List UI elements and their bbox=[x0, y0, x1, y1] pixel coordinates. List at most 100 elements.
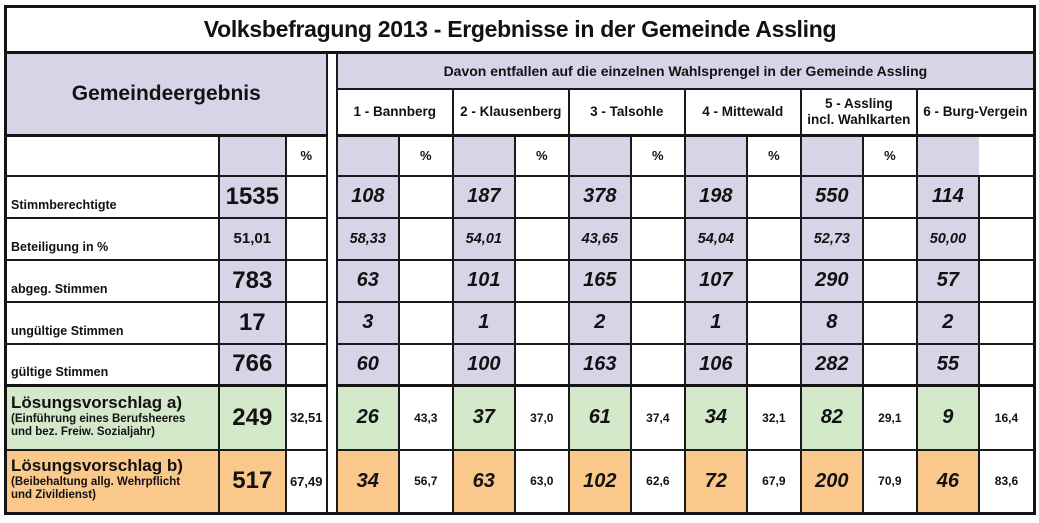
gemeinde-value-cell: 783 bbox=[217, 258, 287, 303]
district-value-cell: 34 bbox=[335, 448, 400, 512]
district-pct-cell bbox=[629, 258, 686, 303]
district-pct-cell bbox=[397, 342, 454, 387]
district-value-cell: 200 bbox=[799, 448, 864, 512]
district-pct-cell bbox=[977, 300, 1033, 345]
table-row: Beteiligung in % 51,01 58,33 54,01 43,65… bbox=[7, 216, 1033, 261]
value-column-header bbox=[799, 134, 864, 177]
district-value-cell: 50,00 bbox=[915, 216, 980, 261]
gemeinde-pct-cell bbox=[284, 216, 328, 261]
district-value-cell: 550 bbox=[799, 174, 864, 219]
district-value-cell: 290 bbox=[799, 258, 864, 303]
district-value-cell: 2 bbox=[915, 300, 980, 345]
district-value-cell: 9 bbox=[915, 384, 980, 451]
percent-header: % bbox=[861, 134, 918, 177]
district-header-assling: 5 - Assling incl. Wahlkarten bbox=[799, 88, 918, 137]
district-pct-cell bbox=[513, 174, 570, 219]
district-value-cell: 82 bbox=[799, 384, 864, 451]
district-pct-cell: 32,1 bbox=[745, 384, 802, 451]
district-pct-cell bbox=[397, 300, 454, 345]
option-b-title: Lösungsvorschlag b) bbox=[11, 456, 183, 476]
district-pct-cell bbox=[397, 258, 454, 303]
district-header-klausenberg: 2 - Klausenberg bbox=[451, 88, 570, 137]
district-pct-cell: 29,1 bbox=[861, 384, 918, 451]
district-pct-cell bbox=[861, 258, 918, 303]
gemeinde-pct-cell bbox=[284, 258, 328, 303]
percent-header: % bbox=[629, 134, 686, 177]
page-title: Volksbefragung 2013 - Ergebnisse in der … bbox=[7, 8, 1033, 54]
district-value-cell: 378 bbox=[567, 174, 632, 219]
district-value-cell: 102 bbox=[567, 448, 632, 512]
district-pct-cell: 62,6 bbox=[629, 448, 686, 512]
district-pct-cell bbox=[513, 300, 570, 345]
table-row: gültige Stimmen 766 60 100 163 106 282 5… bbox=[7, 342, 1033, 387]
district-pct-cell bbox=[745, 342, 802, 387]
district-value-cell: 61 bbox=[567, 384, 632, 451]
district-value-cell: 57 bbox=[915, 258, 980, 303]
gemeinde-value-cell: 249 bbox=[217, 384, 287, 451]
table-row-option-a: Lösungsvorschlag a) (Einführung eines Be… bbox=[7, 384, 1033, 451]
district-value-cell: 187 bbox=[451, 174, 516, 219]
district-pct-cell bbox=[861, 300, 918, 345]
district-value-cell: 63 bbox=[451, 448, 516, 512]
results-table: Volksbefragung 2013 - Ergebnisse in der … bbox=[7, 8, 1033, 512]
district-header-mittewald: 4 - Mittewald bbox=[683, 88, 802, 137]
value-column-header bbox=[683, 134, 748, 177]
district-pct-cell bbox=[977, 216, 1033, 261]
gemeinde-value-cell: 517 bbox=[217, 448, 287, 512]
gemeinde-value-cell: 51,01 bbox=[217, 216, 287, 261]
district-pct-cell: 16,4 bbox=[977, 384, 1033, 451]
district-pct-cell bbox=[629, 174, 686, 219]
percent-header: % bbox=[284, 134, 328, 177]
results-table-frame: Volksbefragung 2013 - Ergebnisse in der … bbox=[4, 5, 1036, 515]
district-pct-cell bbox=[977, 174, 1033, 219]
district-value-cell: 106 bbox=[683, 342, 748, 387]
district-value-cell: 165 bbox=[567, 258, 632, 303]
district-pct-cell bbox=[745, 300, 802, 345]
district-pct-cell bbox=[513, 342, 570, 387]
table-row-option-b: Lösungsvorschlag b) (Beibehaltung allg. … bbox=[7, 448, 1033, 512]
district-value-cell: 114 bbox=[915, 174, 980, 219]
row-label: Stimmberechtigte bbox=[7, 174, 220, 219]
district-value-cell: 3 bbox=[335, 300, 400, 345]
district-pct-cell bbox=[629, 300, 686, 345]
district-pct-cell bbox=[745, 216, 802, 261]
district-value-cell: 37 bbox=[451, 384, 516, 451]
district-pct-cell bbox=[513, 216, 570, 261]
district-value-cell: 54,01 bbox=[451, 216, 516, 261]
district-value-cell: 1 bbox=[683, 300, 748, 345]
district-pct-cell bbox=[977, 342, 1033, 387]
district-pct-cell bbox=[629, 342, 686, 387]
district-value-cell: 63 bbox=[335, 258, 400, 303]
district-value-cell: 163 bbox=[567, 342, 632, 387]
gemeinde-pct-cell bbox=[284, 300, 328, 345]
district-value-cell: 101 bbox=[451, 258, 516, 303]
district-pct-cell bbox=[397, 216, 454, 261]
district-value-cell: 1 bbox=[451, 300, 516, 345]
district-pct-cell: 37,0 bbox=[513, 384, 570, 451]
district-value-cell: 54,04 bbox=[683, 216, 748, 261]
district-value-cell: 60 bbox=[335, 342, 400, 387]
row-label: Beteiligung in % bbox=[7, 216, 220, 261]
district-header-burg-vergein: 6 - Burg-Vergein bbox=[915, 88, 1033, 137]
district-pct-cell bbox=[397, 174, 454, 219]
wahlsprengel-header: Davon entfallen auf die einzelnen Wahlsp… bbox=[335, 51, 1033, 90]
gemeinde-pct-cell: 67,49 bbox=[284, 448, 328, 512]
percent-header: % bbox=[397, 134, 454, 177]
percent-header: % bbox=[513, 134, 570, 177]
gemeinde-value-cell: 1535 bbox=[217, 174, 287, 219]
value-column-header bbox=[567, 134, 632, 177]
option-a-label: Lösungsvorschlag a) (Einführung eines Be… bbox=[7, 384, 220, 451]
district-value-cell: 55 bbox=[915, 342, 980, 387]
district-value-cell: 2 bbox=[567, 300, 632, 345]
district-pct-cell: 67,9 bbox=[745, 448, 802, 512]
row-label: abgeg. Stimmen bbox=[7, 258, 220, 303]
option-a-title: Lösungsvorschlag a) bbox=[11, 393, 182, 413]
percent-header: % bbox=[745, 134, 802, 177]
district-value-cell: 282 bbox=[799, 342, 864, 387]
district-value-cell: 108 bbox=[335, 174, 400, 219]
value-column-header bbox=[335, 134, 400, 177]
gemeinde-value-cell: 766 bbox=[217, 342, 287, 387]
district-pct-cell bbox=[629, 216, 686, 261]
district-value-cell: 58,33 bbox=[335, 216, 400, 261]
table-row: Stimmberechtigte 1535 108 187 378 198 55… bbox=[7, 174, 1033, 219]
